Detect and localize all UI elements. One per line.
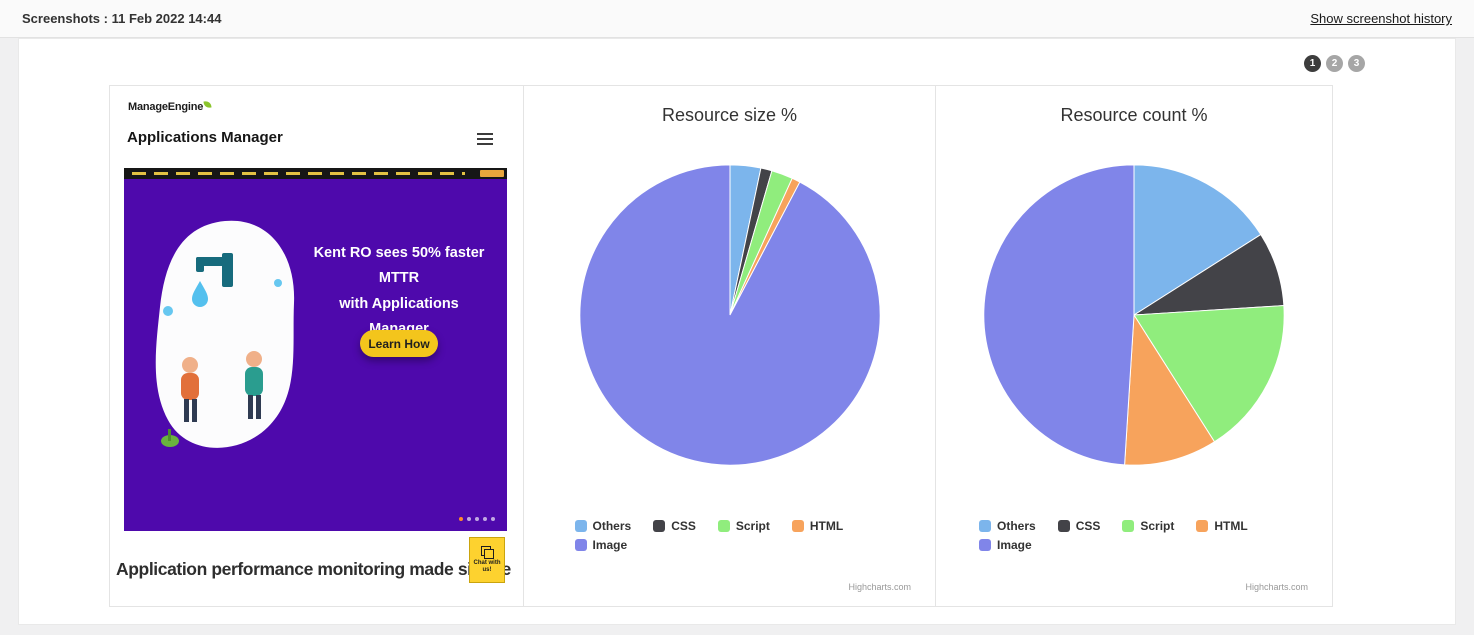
legend-item-html[interactable]: HTML: [1196, 519, 1248, 533]
legend-item-others[interactable]: Others: [979, 519, 1036, 533]
legend-item-others[interactable]: Others: [574, 519, 632, 533]
legend-item-html[interactable]: HTML: [791, 519, 844, 533]
pie-slice-script[interactable]: [1133, 305, 1285, 443]
learn-how-button: Learn How: [360, 330, 438, 357]
leaf-icon: [203, 100, 212, 109]
carousel-dot: [467, 517, 471, 521]
carousel-dot: [491, 517, 495, 521]
banner-illustration: [155, 220, 295, 448]
pie-slice-html[interactable]: [1124, 313, 1216, 466]
promo-banner: Kent RO sees 50% faster MTTR with Applic…: [124, 179, 507, 531]
resource-size-chart-panel: Resource size % Others CSS Script HTML Image…: [524, 86, 936, 606]
legend-label: Image: [997, 538, 1032, 552]
resource-size-chart-title: Resource size %: [661, 105, 798, 125]
show-screenshot-history-link[interactable]: Show screenshot history: [1310, 11, 1452, 26]
resource-count-chart-panel: Resource count % Others CSS Script HTML Imag…: [936, 86, 1332, 606]
legend-label: Others: [997, 519, 1036, 533]
legend-swatch: [979, 520, 991, 532]
pie-slice-image[interactable]: [983, 164, 1135, 466]
legend-swatch: [1057, 520, 1070, 532]
resource-count-legend: Others CSS Script HTML Image: [979, 519, 1289, 552]
pie-slice-image[interactable]: [578, 164, 881, 466]
banner-heading: Kent RO sees 50% faster MTTR with Applic…: [308, 241, 490, 343]
legend-item-script[interactable]: Script: [1122, 519, 1174, 533]
carousel-dot-active: [459, 517, 463, 521]
legend-label: HTML: [809, 519, 844, 533]
legend-label: Image: [592, 538, 628, 552]
resource-count-chart-title: Resource count %: [1060, 105, 1208, 125]
pie-slice-others[interactable]: [1133, 164, 1262, 316]
chat-badge-label: Chat with us!: [473, 559, 501, 573]
chat-widget-badge: Chat with us!: [469, 537, 505, 583]
applications-manager-title: Applications Manager: [127, 129, 283, 146]
legend-swatch: [979, 539, 991, 551]
chat-icon: [481, 545, 494, 559]
legend-item-image[interactable]: Image: [979, 538, 1032, 552]
resource-count-pie-chart[interactable]: [978, 159, 1290, 471]
pagination: 1 2 3: [1304, 55, 1365, 72]
site-tagline: Application performance monitoring made …: [116, 559, 511, 579]
announcement-ticker-strip: [124, 168, 507, 179]
page-2-button[interactable]: 2: [1326, 55, 1343, 72]
legend-label: CSS: [671, 519, 696, 533]
legend-item-css[interactable]: CSS: [653, 519, 696, 533]
screenshots-header-bar: Screenshots : 11 Feb 2022 14:44 Show scr…: [0, 0, 1474, 38]
manageengine-logo: ManageEngine: [128, 100, 212, 113]
legend-swatch: [1122, 520, 1135, 532]
legend-swatch: [574, 520, 587, 532]
legend-label: Script: [735, 519, 770, 533]
legend-label: HTML: [1214, 519, 1248, 533]
resource-size-pie-chart[interactable]: [574, 159, 886, 471]
hamburger-menu-icon: [477, 133, 493, 148]
screenshot-panels: ManageEngine Applications Manager: [109, 85, 1333, 607]
legend-item-script[interactable]: Script: [717, 519, 770, 533]
screenshots-title: Screenshots : 11 Feb 2022 14:44: [22, 11, 222, 26]
highcharts-credit-link[interactable]: Highcharts.com: [848, 582, 911, 592]
banner-heading-line1: Kent RO sees 50% faster MTTR: [313, 245, 485, 287]
screenshots-card: 1 2 3 ManageEngine Applications Manager: [18, 38, 1456, 625]
legend-swatch: [717, 520, 730, 532]
page-1-button[interactable]: 1: [1304, 55, 1321, 72]
legend-label: Others: [592, 519, 632, 533]
carousel-dot: [483, 517, 487, 521]
legend-item-image[interactable]: Image: [574, 538, 628, 552]
legend-item-css[interactable]: CSS: [1057, 519, 1101, 533]
highcharts-credit-link[interactable]: Highcharts.com: [1245, 582, 1308, 592]
page-3-button[interactable]: 3: [1348, 55, 1365, 72]
legend-label: CSS: [1075, 519, 1101, 533]
legend-swatch: [791, 520, 804, 532]
legend-swatch: [1196, 520, 1209, 532]
carousel-dots: [459, 517, 495, 521]
carousel-dot: [475, 517, 479, 521]
legend-swatch: [653, 520, 666, 532]
legend-swatch: [574, 539, 587, 551]
legend-label: Script: [1140, 519, 1175, 533]
manageengine-logo-text: ManageEngine: [128, 101, 204, 113]
website-screenshot-panel: ManageEngine Applications Manager: [110, 86, 524, 606]
resource-size-legend: Others CSS Script HTML Image: [574, 519, 885, 552]
